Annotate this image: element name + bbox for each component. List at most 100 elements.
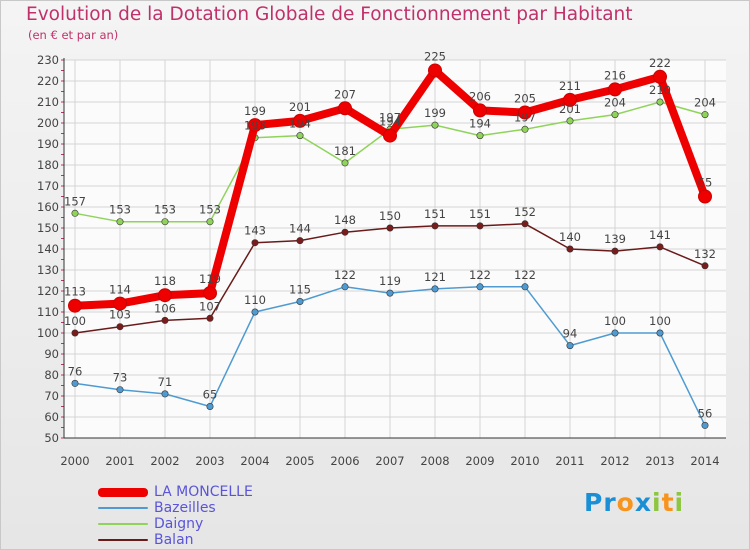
data-label-daigny: 197: [379, 110, 401, 124]
data-label-balan: 100: [64, 314, 86, 328]
logo-part: o: [616, 488, 635, 517]
logo-part: i: [674, 488, 685, 517]
x-tick-label: 2011: [555, 454, 584, 468]
data-point-balan: [341, 228, 349, 236]
y-tick-label: 200: [37, 116, 59, 130]
y-tick-label: 90: [44, 347, 59, 361]
x-tick-label: 2001: [105, 454, 134, 468]
y-tick-label: 150: [37, 221, 59, 235]
x-tick-label: 2014: [690, 454, 719, 468]
logo-part: i: [651, 488, 662, 517]
y-tick-label: 110: [37, 305, 59, 319]
data-label-bazeilles: 56: [698, 406, 713, 420]
y-tick-label: 180: [37, 158, 59, 172]
data-point-bazeilles: [566, 342, 574, 350]
y-tick-label: 170: [37, 179, 59, 193]
data-label-bazeilles: 73: [113, 371, 128, 385]
data-label-bazeilles: 76: [68, 364, 83, 378]
x-tick-label: 2005: [285, 454, 314, 468]
data-point-daigny: [161, 218, 169, 226]
legend-label: Bazeilles: [154, 500, 216, 516]
data-point-bazeilles: [701, 421, 709, 429]
data-point-bazeilles: [386, 289, 394, 297]
data-label-la-moncelle: 205: [514, 92, 536, 106]
data-label-daigny: 210: [649, 83, 671, 97]
y-tick-label: 230: [37, 53, 59, 67]
data-label-bazeilles: 71: [158, 375, 173, 389]
data-point-balan: [476, 222, 484, 230]
data-label-la-moncelle: 211: [559, 79, 581, 93]
y-tick-label: 140: [37, 242, 59, 256]
data-point-balan: [206, 314, 214, 322]
data-point-balan: [431, 222, 439, 230]
data-point-la-moncelle: [653, 69, 667, 84]
data-point-balan: [71, 329, 79, 337]
legend-label: Daigny: [154, 516, 204, 532]
x-tick-label: 2004: [240, 454, 269, 468]
y-tick-label: 60: [44, 410, 59, 424]
data-label-balan: 139: [604, 232, 626, 246]
data-point-daigny: [71, 209, 79, 217]
data-point-bazeilles: [116, 386, 124, 394]
data-label-la-moncelle: 222: [649, 56, 671, 70]
data-label-la-moncelle: 119: [199, 272, 221, 286]
data-label-la-moncelle: 194: [379, 115, 401, 129]
data-point-bazeilles: [521, 283, 529, 291]
data-point-la-moncelle: [608, 82, 622, 97]
data-label-balan: 144: [289, 222, 311, 236]
data-point-daigny: [566, 117, 574, 125]
legend-label: LA MONCELLE: [154, 484, 253, 500]
legend-item-daigny: Daigny: [98, 516, 253, 532]
x-tick-label: 2012: [600, 454, 629, 468]
data-label-bazeilles: 100: [649, 314, 671, 328]
data-label-daigny: 199: [424, 106, 446, 120]
data-label-daigny: 153: [154, 203, 176, 217]
data-label-bazeilles: 119: [379, 274, 401, 288]
data-label-bazeilles: 122: [514, 268, 536, 282]
logo-part: Pr: [584, 488, 617, 517]
data-label-la-moncelle: 65: [698, 176, 713, 190]
x-tick-label: 2002: [150, 454, 179, 468]
chart-title: Evolution de la Dotation Globale de Fonc…: [26, 4, 633, 25]
data-label-daigny: 194: [469, 117, 491, 131]
data-label-balan: 107: [199, 299, 221, 313]
data-point-daigny: [341, 159, 349, 167]
data-point-daigny: [476, 132, 484, 140]
logo-part: x: [634, 488, 652, 517]
data-label-daigny: 157: [64, 194, 86, 208]
data-label-bazeilles: 121: [424, 270, 446, 284]
data-point-la-moncelle: [293, 113, 307, 128]
legend-swatch-balan: [98, 539, 148, 541]
data-label-la-moncelle: 201: [289, 100, 311, 114]
data-label-balan: 141: [649, 228, 671, 242]
data-label-la-moncelle: 118: [154, 274, 176, 288]
data-label-la-moncelle: 199: [244, 104, 266, 118]
logo-part: t: [661, 488, 675, 517]
data-point-balan: [701, 262, 709, 270]
legend: LA MONCELLE Bazeilles Daigny Balan: [98, 484, 253, 548]
data-point-bazeilles: [431, 285, 439, 293]
data-point-bazeilles: [296, 297, 304, 305]
data-point-balan: [566, 245, 574, 253]
data-label-balan: 152: [514, 205, 536, 219]
data-label-balan: 151: [469, 207, 491, 221]
data-point-la-moncelle: [473, 103, 487, 118]
data-label-daigny: 201: [559, 102, 581, 116]
x-tick-label: 2009: [465, 454, 494, 468]
data-point-balan: [386, 224, 394, 232]
data-label-bazeilles: 122: [334, 268, 356, 282]
legend-swatch-la-moncelle: [98, 487, 148, 497]
data-point-daigny: [206, 218, 214, 226]
legend-label: Balan: [154, 532, 194, 548]
data-point-daigny: [431, 121, 439, 129]
data-point-balan: [521, 220, 529, 228]
x-tick-label: 2006: [330, 454, 359, 468]
chart-subtitle: (en € et par an): [28, 28, 119, 42]
data-point-balan: [251, 239, 259, 247]
data-label-la-moncelle: 207: [334, 87, 356, 101]
data-point-daigny: [656, 98, 664, 106]
data-point-bazeilles: [476, 283, 484, 291]
data-point-la-moncelle: [248, 118, 262, 133]
data-point-la-moncelle: [158, 288, 172, 303]
